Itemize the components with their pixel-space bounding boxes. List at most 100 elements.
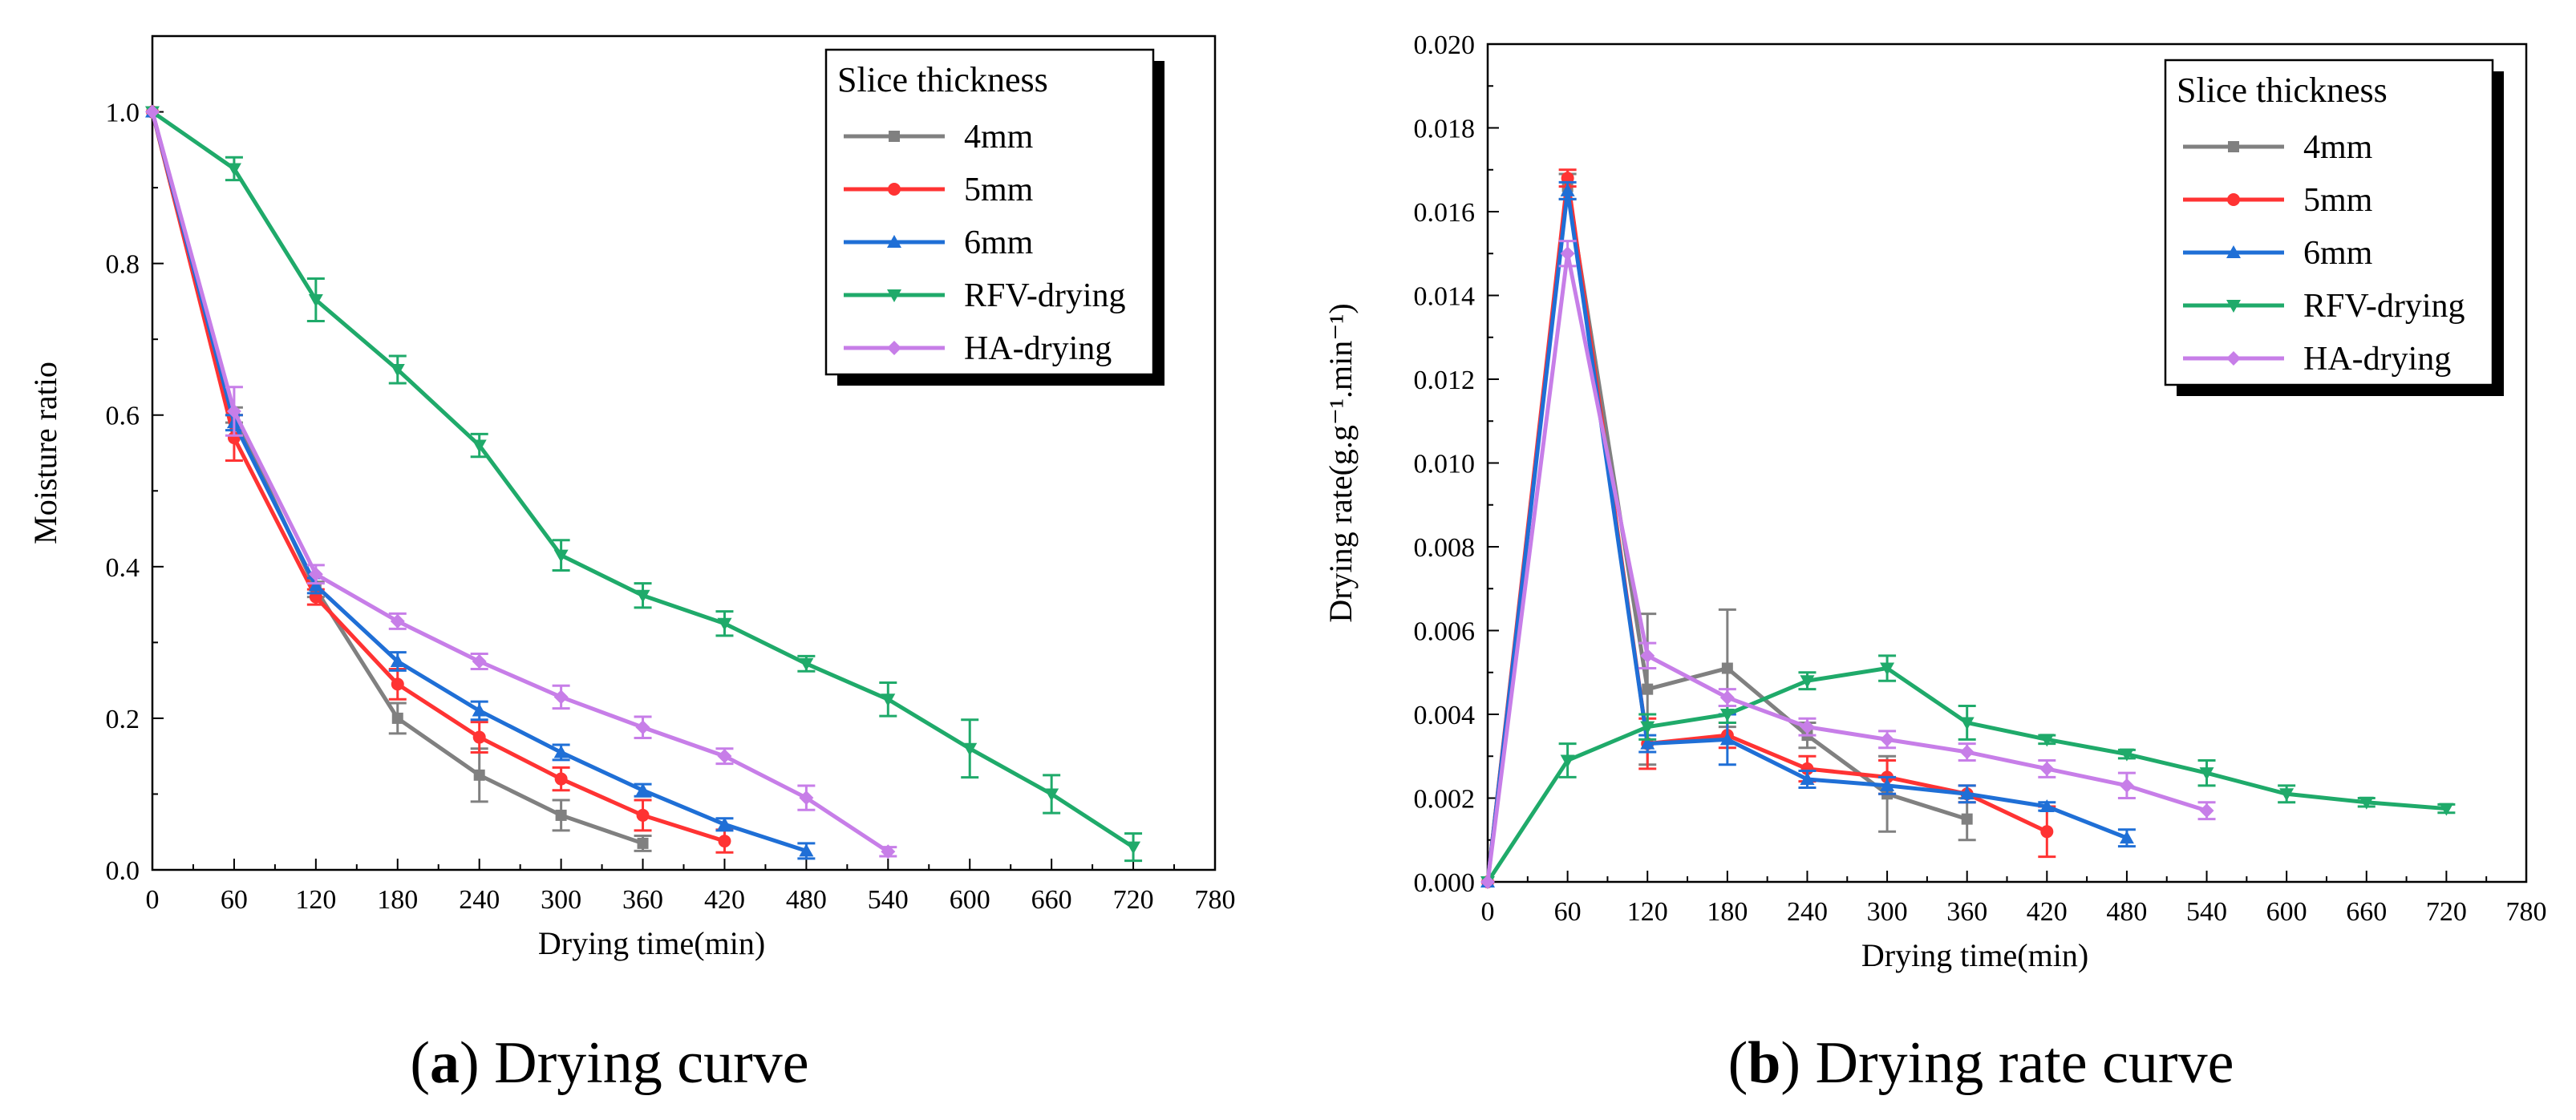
- series-rfv-drying: [1480, 654, 2456, 889]
- caption-letter: a: [430, 1030, 460, 1096]
- data-point: [635, 720, 650, 735]
- x-tick-label: 480: [786, 885, 827, 915]
- data-point: [1959, 745, 1975, 760]
- caption-close-paren: ): [460, 1030, 494, 1096]
- legend-swatch-marker: [887, 235, 901, 248]
- data-point: [553, 689, 569, 705]
- data-point: [554, 772, 568, 786]
- data-point: [1560, 246, 1575, 261]
- x-tick-label: 780: [1195, 885, 1236, 915]
- data-point: [1642, 683, 1654, 695]
- caption-text: Drying rate curve: [1816, 1030, 2234, 1096]
- x-tick-label: 420: [704, 885, 745, 915]
- legend-title: Slice thickness: [2177, 71, 2388, 110]
- data-point: [1719, 709, 1735, 722]
- data-point: [717, 817, 732, 831]
- panel-caption: (b) Drying rate curve: [1728, 1030, 2234, 1096]
- data-point: [1961, 813, 1973, 825]
- data-point: [2040, 825, 2054, 839]
- data-point: [308, 567, 323, 582]
- x-tick-label: 420: [2027, 897, 2068, 927]
- data-point: [391, 677, 404, 691]
- y-tick-label: 0.004: [1414, 701, 1476, 730]
- data-point: [1880, 662, 1895, 676]
- data-point: [473, 769, 485, 781]
- x-tick-label: 720: [2426, 897, 2467, 927]
- data-point: [799, 657, 814, 671]
- data-point: [390, 613, 405, 629]
- data-point: [1126, 841, 1141, 855]
- caption-text: Drying curve: [494, 1030, 808, 1096]
- legend-entry-label: HA-drying: [2303, 341, 2451, 378]
- x-tick-label: 300: [541, 885, 581, 915]
- y-tick-label: 0.018: [1414, 115, 1476, 144]
- legend-entry-label: RFV-drying: [964, 277, 1126, 314]
- data-point: [2359, 796, 2374, 810]
- legend-box: [2164, 59, 2494, 386]
- series-line: [1485, 251, 2208, 883]
- data-point: [799, 790, 814, 806]
- data-point: [1560, 754, 1575, 768]
- data-point: [636, 808, 650, 822]
- legend-swatch-marker: [2226, 300, 2241, 313]
- y-tick-label: 0.000: [1414, 868, 1476, 898]
- data-point: [1800, 771, 1815, 785]
- data-point: [2119, 778, 2134, 793]
- legend-swatch-marker: [887, 289, 901, 302]
- data-point: [1959, 786, 1975, 800]
- series-line: [150, 111, 889, 854]
- data-point: [799, 843, 814, 857]
- y-tick-label: 0.2: [106, 705, 140, 734]
- legend-box: [824, 48, 1155, 376]
- data-point: [718, 835, 731, 848]
- x-tick-label: 720: [1113, 885, 1154, 915]
- x-tick-label: 540: [2186, 897, 2227, 927]
- caption-open-paren: (: [410, 1030, 430, 1096]
- data-point: [390, 364, 405, 377]
- x-tick-label: 0: [146, 885, 160, 915]
- series-line: [1485, 666, 2447, 883]
- data-point: [472, 730, 486, 744]
- x-tick-label: 480: [2106, 897, 2147, 927]
- legend-swatch-marker: [887, 341, 901, 355]
- x-tick-label: 120: [295, 885, 336, 915]
- y-tick-label: 0.6: [106, 402, 140, 431]
- data-point: [226, 404, 241, 418]
- legend-swatch-marker: [889, 131, 900, 142]
- data-point: [1480, 875, 1495, 889]
- data-point: [2279, 788, 2295, 802]
- legend-swatch-marker: [2227, 193, 2240, 206]
- data-point: [2119, 831, 2134, 844]
- x-tick-label: 600: [2266, 897, 2307, 927]
- y-tick-label: 0.0: [106, 856, 140, 886]
- x-tick-label: 300: [1867, 897, 1908, 927]
- y-tick-label: 0.012: [1414, 366, 1476, 395]
- data-point: [555, 809, 567, 821]
- data-point: [308, 578, 323, 592]
- data-point: [2439, 803, 2454, 816]
- data-point: [2039, 761, 2055, 776]
- x-tick-label: 660: [1031, 885, 1072, 915]
- panel-caption: (a) Drying curve: [410, 1030, 808, 1096]
- data-point: [472, 703, 487, 717]
- x-tick-label: 780: [2506, 897, 2547, 927]
- data-point: [881, 693, 896, 707]
- caption-open-paren: (: [1728, 1030, 1748, 1096]
- data-point: [881, 844, 896, 859]
- data-point: [637, 837, 649, 849]
- data-point: [1560, 183, 1575, 196]
- data-point: [1800, 719, 1815, 734]
- data-point: [1880, 732, 1895, 747]
- y-axis-title: Moisture ratio: [27, 362, 63, 544]
- data-point: [635, 589, 650, 603]
- x-tick-label: 360: [1946, 897, 1987, 927]
- series-line: [150, 111, 726, 843]
- data-point: [2199, 767, 2214, 781]
- x-tick-label: 600: [950, 885, 990, 915]
- legend-entry-label: 6mm: [2303, 235, 2373, 272]
- panel-a-drying-curve: 0 60 120 180 240 300 360 420 480 540 600 660 720 780 0…: [27, 34, 1236, 1096]
- y-tick-label: 0.020: [1414, 30, 1476, 60]
- x-tick-label: 240: [1787, 897, 1828, 927]
- x-tick-label: 360: [622, 885, 663, 915]
